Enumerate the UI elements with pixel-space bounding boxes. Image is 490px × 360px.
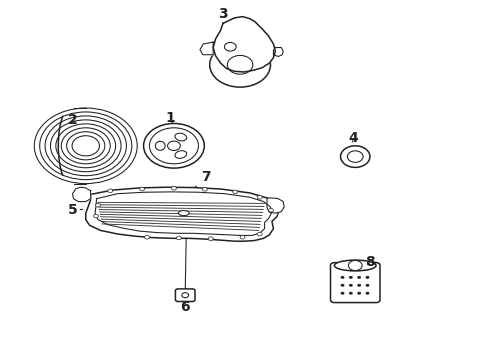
Circle shape bbox=[341, 276, 344, 279]
Circle shape bbox=[357, 292, 361, 294]
FancyBboxPatch shape bbox=[175, 289, 195, 302]
Text: 7: 7 bbox=[195, 170, 211, 187]
Circle shape bbox=[366, 276, 369, 279]
Polygon shape bbox=[86, 187, 279, 241]
Circle shape bbox=[208, 237, 213, 240]
Circle shape bbox=[144, 123, 204, 168]
Circle shape bbox=[347, 151, 363, 162]
Polygon shape bbox=[267, 198, 284, 213]
Circle shape bbox=[96, 203, 100, 207]
Circle shape bbox=[341, 284, 344, 287]
Circle shape bbox=[233, 190, 238, 194]
Ellipse shape bbox=[175, 151, 187, 158]
Polygon shape bbox=[73, 187, 91, 202]
FancyBboxPatch shape bbox=[330, 263, 380, 302]
Circle shape bbox=[257, 195, 262, 199]
Circle shape bbox=[269, 208, 273, 212]
Circle shape bbox=[168, 141, 180, 150]
Circle shape bbox=[202, 188, 207, 191]
Circle shape bbox=[257, 232, 262, 236]
Text: 6: 6 bbox=[180, 300, 190, 314]
Ellipse shape bbox=[155, 141, 165, 150]
Circle shape bbox=[172, 186, 176, 190]
Ellipse shape bbox=[335, 260, 376, 271]
Circle shape bbox=[145, 235, 149, 239]
Polygon shape bbox=[213, 17, 275, 72]
Circle shape bbox=[224, 42, 236, 51]
Circle shape bbox=[210, 42, 270, 87]
Polygon shape bbox=[95, 192, 271, 235]
Circle shape bbox=[341, 292, 344, 294]
Circle shape bbox=[140, 187, 145, 191]
Circle shape bbox=[357, 276, 361, 279]
Text: 8: 8 bbox=[365, 255, 375, 269]
Text: 1: 1 bbox=[166, 111, 175, 125]
Circle shape bbox=[341, 146, 370, 167]
Ellipse shape bbox=[178, 211, 189, 216]
Circle shape bbox=[240, 235, 245, 239]
Text: 4: 4 bbox=[348, 131, 358, 144]
Polygon shape bbox=[200, 42, 213, 55]
Text: 3: 3 bbox=[218, 7, 228, 21]
Circle shape bbox=[227, 55, 253, 74]
Circle shape bbox=[357, 284, 361, 287]
Circle shape bbox=[366, 284, 369, 287]
Ellipse shape bbox=[175, 133, 187, 141]
Circle shape bbox=[176, 236, 181, 240]
Text: 2: 2 bbox=[68, 113, 77, 126]
Circle shape bbox=[108, 189, 113, 193]
Circle shape bbox=[34, 108, 137, 184]
Text: 5: 5 bbox=[68, 203, 82, 216]
Circle shape bbox=[366, 292, 369, 294]
Circle shape bbox=[349, 284, 353, 287]
Circle shape bbox=[349, 292, 353, 294]
Polygon shape bbox=[273, 48, 283, 57]
Circle shape bbox=[349, 276, 353, 279]
Circle shape bbox=[94, 214, 98, 218]
